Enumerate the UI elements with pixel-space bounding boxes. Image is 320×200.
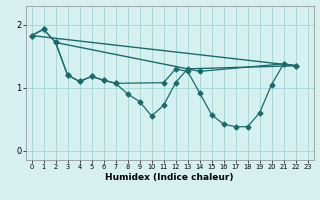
X-axis label: Humidex (Indice chaleur): Humidex (Indice chaleur) xyxy=(105,173,234,182)
